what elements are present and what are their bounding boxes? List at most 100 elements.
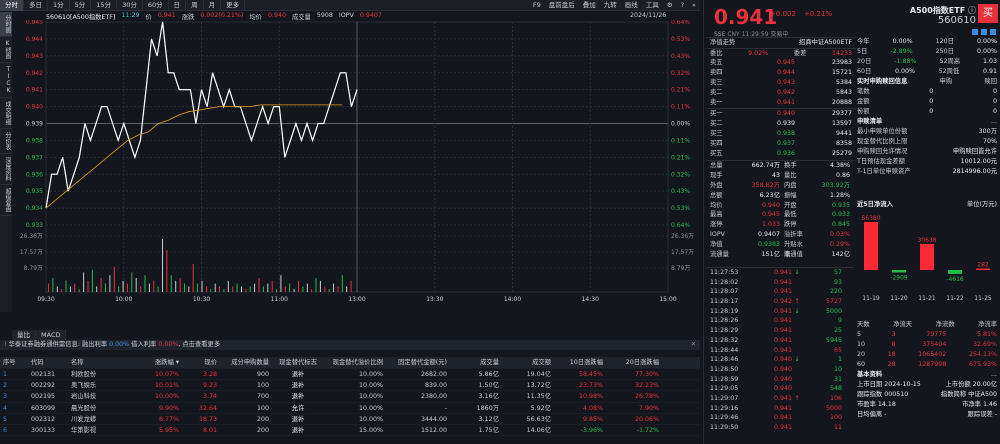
tick-row: 11:28:17 0.942 ↑ 5727 <box>706 297 854 307</box>
period-tab[interactable]: 多日 <box>24 0 48 11</box>
y-tick-right: 0.32% <box>671 70 690 77</box>
volume-bar <box>197 283 199 292</box>
period-tab[interactable]: 60分 <box>143 0 169 11</box>
market-meta: SSE CNY 11:29:59 交易中 <box>714 31 789 38</box>
flow-amount: 1287908 <box>918 361 947 368</box>
tick-time: 11:28:02 <box>710 278 739 286</box>
order-level: 卖五 0.945 23983 <box>706 58 856 68</box>
tool-button[interactable]: » <box>692 1 696 9</box>
table-cell: 100 <box>256 382 269 390</box>
notice-text-3[interactable]: , 点击查看更多 <box>178 341 221 348</box>
x-tick: 14:30 <box>582 296 599 303</box>
stat-label: 净值 <box>710 241 723 249</box>
volume-bar <box>188 286 190 292</box>
period-tab[interactable]: 1分 <box>48 0 70 11</box>
column-header[interactable]: 固定替代金额(元) <box>398 359 447 366</box>
column-header[interactable]: 现价 <box>204 359 217 366</box>
flow-rate: 5.81% <box>976 331 997 338</box>
buy-button[interactable]: 买 <box>978 4 998 23</box>
tick-arrow <box>792 278 802 288</box>
table-row[interactable]: 6 300133 华策影视 5.95% 8.01 200 退补 15.00% 1512.00 1.… <box>0 425 700 437</box>
table-cell: 77.30% <box>634 371 659 378</box>
column-header[interactable]: 成交量 <box>480 359 499 366</box>
period-tab[interactable]: 30分 <box>117 0 143 11</box>
tool-button[interactable]: ? <box>680 1 685 9</box>
column-header[interactable]: 名称 <box>71 359 84 366</box>
order-level: 买五 0.936 25279 <box>706 149 856 159</box>
add-icon[interactable] <box>990 29 996 35</box>
indicator-tab[interactable]: 量比 <box>12 330 36 340</box>
column-header[interactable]: 成分申购数量 <box>231 359 269 366</box>
tool-button[interactable]: F9 <box>532 1 541 9</box>
layout-icon[interactable] <box>981 29 987 35</box>
table-row[interactable]: 5 002312 川发龙蟒 8.77% 18.73 200 退补 10.00% 3444.00 3… <box>0 414 700 425</box>
sidebar-tab[interactable]: K线图 <box>0 37 12 63</box>
column-header[interactable]: 代码 <box>31 359 44 366</box>
stat-label: 流通值 <box>784 251 803 259</box>
column-header[interactable]: 现金替代标志 <box>279 359 317 366</box>
weicha-value: 14233 <box>831 49 852 57</box>
column-header[interactable]: 现金替代溢价比例 <box>332 359 383 366</box>
stat-value: 0.29% <box>829 241 850 249</box>
table-row[interactable]: 4 603099 晨光股份 9.90% 32.64 100 允许 10.00% - 1860万 5.… <box>0 403 700 414</box>
period-tab[interactable]: 5分 <box>70 0 92 11</box>
column-header[interactable]: 10日涨跌幅 <box>569 359 603 366</box>
info-icon[interactable]: ⓘ <box>968 6 976 15</box>
table-row[interactable]: 2 002292 奥飞娱乐 10.01% 9.23 100 退补 10.00% 839.00 1.… <box>0 380 700 392</box>
edit-icon[interactable] <box>972 29 978 35</box>
order-level: 买二 0.939 13597 <box>706 119 856 129</box>
column-header[interactable]: 涨跌幅 ▾ <box>154 359 179 366</box>
table-cell: 3444.00 <box>420 415 447 423</box>
constituent-table: 序号 代码 名称 涨跌幅 ▾ 现价 成分申购数量 现金替代标志 现金替代溢价比例 固定替代金额(… <box>0 357 700 437</box>
sidebar-tab[interactable]: 分时图 <box>0 12 12 37</box>
tick-list[interactable]: 11:27:53 0.941 ↓ 57 11:28:02 0.941 93 11:28:07 0… <box>706 267 854 433</box>
volume-bar <box>140 286 142 292</box>
period-tab[interactable]: 15分 <box>91 0 118 11</box>
y-tick-left: 0.940 <box>26 104 43 111</box>
return-label: 120日 <box>935 38 954 45</box>
tool-button[interactable]: 九转 <box>603 1 617 9</box>
indicator-tab[interactable]: MACD <box>36 330 67 340</box>
period-tab[interactable]: 更多 <box>221 0 246 11</box>
chart-date: 2024/11/26 <box>630 12 667 19</box>
column-header[interactable]: 序号 <box>3 359 16 366</box>
tick-volume: 220 <box>829 288 842 296</box>
tick-arrow <box>792 384 802 394</box>
volume-bar <box>78 289 80 292</box>
tool-button[interactable]: 盘前盘后 <box>548 1 575 9</box>
tool-button[interactable]: 画线 <box>624 1 638 9</box>
level-volume: 23983 <box>831 59 852 66</box>
avg-label: 均价 <box>249 14 262 21</box>
period-tab[interactable]: 日 <box>169 0 187 11</box>
sidebar-tab[interactable]: 成交明细 <box>0 98 12 129</box>
tick-row: 11:29:05 0.940 548 <box>706 384 854 394</box>
basic-right[interactable]: ... <box>990 371 997 378</box>
table-row[interactable]: 3 002195 岩山科技 10.00% 3.74 700 退补 10.00% 2380.00 3… <box>0 391 700 403</box>
margin-notice[interactable]: ! 华泰证券融券通供需信息: 融出利率 0.00% 借入利率 0.00%, 点击… <box>0 340 700 350</box>
column-header[interactable]: 20日涨跌幅 <box>625 359 659 366</box>
creation-value: 10012.00元 <box>960 158 997 165</box>
price-value: 0.941 <box>157 12 176 19</box>
stat-value: 43 <box>771 171 780 179</box>
close-icon[interactable]: ✕ <box>690 341 696 348</box>
table-row[interactable]: 1 002131 利欧股份 10.07% 3.28 900 退补 10.00% 2682.00 5… <box>0 369 700 381</box>
flow-amount: 79775 <box>926 331 947 338</box>
period-tab[interactable]: 周 <box>186 0 204 11</box>
column-header[interactable]: 成交额 <box>532 359 551 366</box>
sidebar-tab[interactable]: TICK <box>0 63 12 98</box>
sidebar-tab[interactable]: 分价表 <box>0 129 12 154</box>
sidebar-tab[interactable]: 超级复盘 <box>0 185 12 216</box>
return-value: -1.88% <box>894 58 917 65</box>
tool-button[interactable]: 工具 <box>645 1 659 9</box>
tick-volume: 9 <box>837 317 842 325</box>
return-label: 60日 <box>857 68 872 75</box>
table-cell: 9.90% <box>158 404 179 412</box>
period-tab[interactable]: 分时 <box>0 0 24 11</box>
period-tab[interactable]: 月 <box>204 0 222 11</box>
tool-button[interactable]: 叠加 <box>582 1 596 9</box>
more-button[interactable]: ... <box>990 118 997 125</box>
tool-button[interactable]: ⚙ <box>666 1 673 9</box>
level-label: 卖五 <box>710 59 723 66</box>
intraday-chart[interactable]: 0.945 0.64% 0.944 0.53% 0.943 0.43% 0.942 0.32%… <box>0 20 700 330</box>
sidebar-tab[interactable]: 深度资料 <box>0 154 12 185</box>
